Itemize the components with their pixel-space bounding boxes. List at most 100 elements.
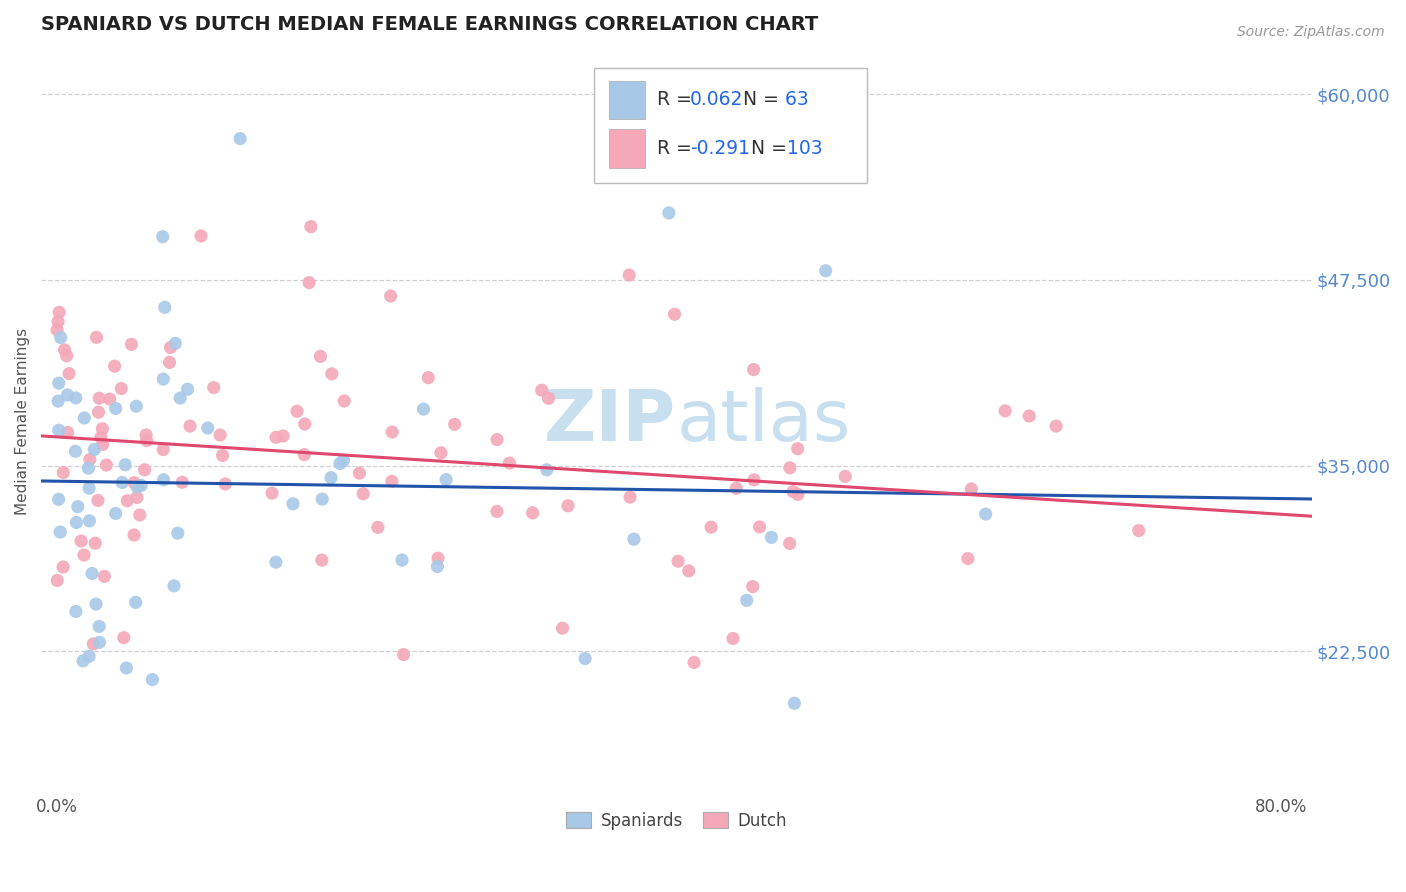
Point [536,463,558,477]
Point [152,229,174,244]
Point [1128,524,1150,538]
Point [779,460,801,475]
Point [319,471,342,485]
Point [783,696,806,710]
FancyBboxPatch shape [609,129,645,168]
Point [321,367,343,381]
Point [48,423,70,437]
Point [485,504,508,518]
Point [104,507,127,521]
Point [782,484,804,499]
Point [115,661,138,675]
Point [229,131,252,145]
Point [104,359,127,374]
Point [311,553,333,567]
Point [617,268,640,282]
Point [55,349,77,363]
Point [190,228,212,243]
Point [84,597,107,611]
Point [65,444,87,458]
Point [122,528,145,542]
Point [427,551,450,566]
Point [122,475,145,490]
Point [742,473,765,487]
Point [264,430,287,444]
Point [179,419,201,434]
Point [73,411,96,425]
Point [814,264,837,278]
Point [658,206,681,220]
Point [557,499,579,513]
Point [163,579,186,593]
Point [114,458,136,472]
Text: Source: ZipAtlas.com: Source: ZipAtlas.com [1237,25,1385,39]
Point [666,554,689,568]
Point [104,401,127,416]
Point [53,343,76,357]
Point [349,466,371,480]
Point [974,507,997,521]
Text: N =: N = [738,139,793,158]
Point [165,336,187,351]
Point [1045,419,1067,434]
Point [129,478,152,492]
Point [678,564,700,578]
Point [530,383,553,397]
Point [381,475,404,489]
Point [93,569,115,583]
Point [166,526,188,541]
Point [91,422,114,436]
Point [89,635,111,649]
Point [46,315,69,329]
Y-axis label: Median Female Earnings: Median Female Earnings [15,327,30,515]
Point [79,452,101,467]
FancyBboxPatch shape [609,80,645,120]
Point [260,486,283,500]
Point [443,417,465,432]
Point [367,520,389,534]
Point [683,656,706,670]
Legend: Spaniards, Dutch: Spaniards, Dutch [560,805,794,837]
Point [209,428,232,442]
Point [135,434,157,448]
Point [392,648,415,662]
Point [332,453,354,467]
Point [333,393,356,408]
Point [48,305,70,319]
Point [52,466,75,480]
Point [58,367,80,381]
Point [271,429,294,443]
Text: 0.062: 0.062 [690,90,744,110]
Point [956,551,979,566]
Point [86,330,108,344]
Point [66,500,89,514]
FancyBboxPatch shape [593,68,868,183]
Point [264,555,287,569]
Point [159,355,181,369]
Point [89,619,111,633]
Point [735,593,758,607]
Point [110,382,132,396]
Point [214,477,236,491]
Point [49,330,72,344]
Point [352,487,374,501]
Point [89,391,111,405]
Point [48,492,70,507]
Point [73,548,96,562]
Point [169,391,191,405]
Point [623,532,645,546]
Point [391,553,413,567]
Point [112,631,135,645]
Point [65,516,87,530]
Point [176,382,198,396]
Point [1018,409,1040,423]
Point [787,487,810,501]
Point [82,637,104,651]
Point [96,458,118,472]
Point [83,442,105,457]
Point [381,425,404,439]
Point [994,404,1017,418]
Point [46,323,69,337]
Point [211,449,233,463]
Point [77,461,100,475]
